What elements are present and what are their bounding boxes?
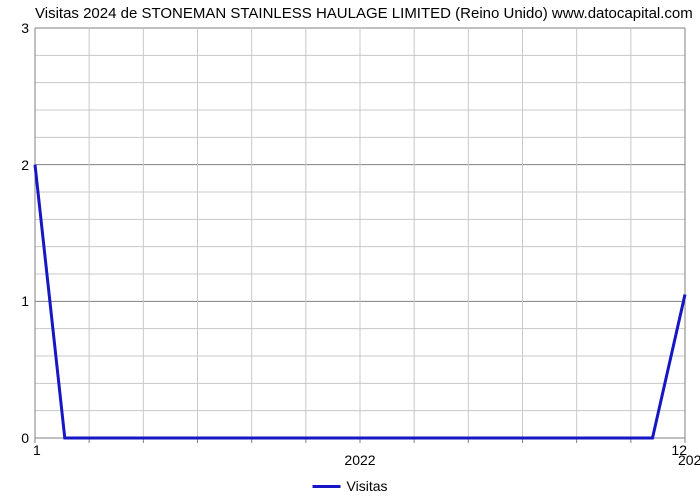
legend-line-icon: [313, 485, 341, 488]
chart-title: Visitas 2024 de STONEMAN STAINLESS HAULA…: [35, 5, 693, 22]
y-tick-label: 3: [9, 20, 29, 36]
plot-svg: [35, 28, 685, 438]
y-tick-label: 1: [9, 293, 29, 309]
y-tick-label: 0: [9, 430, 29, 446]
plot-area: [35, 28, 685, 438]
chart-container: Visitas 2024 de STONEMAN STAINLESS HAULA…: [0, 0, 700, 500]
x-axis-label: 2022: [344, 452, 375, 468]
x-axis-label: 202: [678, 452, 700, 468]
y-tick-label: 2: [9, 157, 29, 173]
legend: Visitas: [313, 478, 388, 494]
x-tick-label: 1: [33, 442, 41, 458]
legend-label: Visitas: [347, 478, 388, 494]
